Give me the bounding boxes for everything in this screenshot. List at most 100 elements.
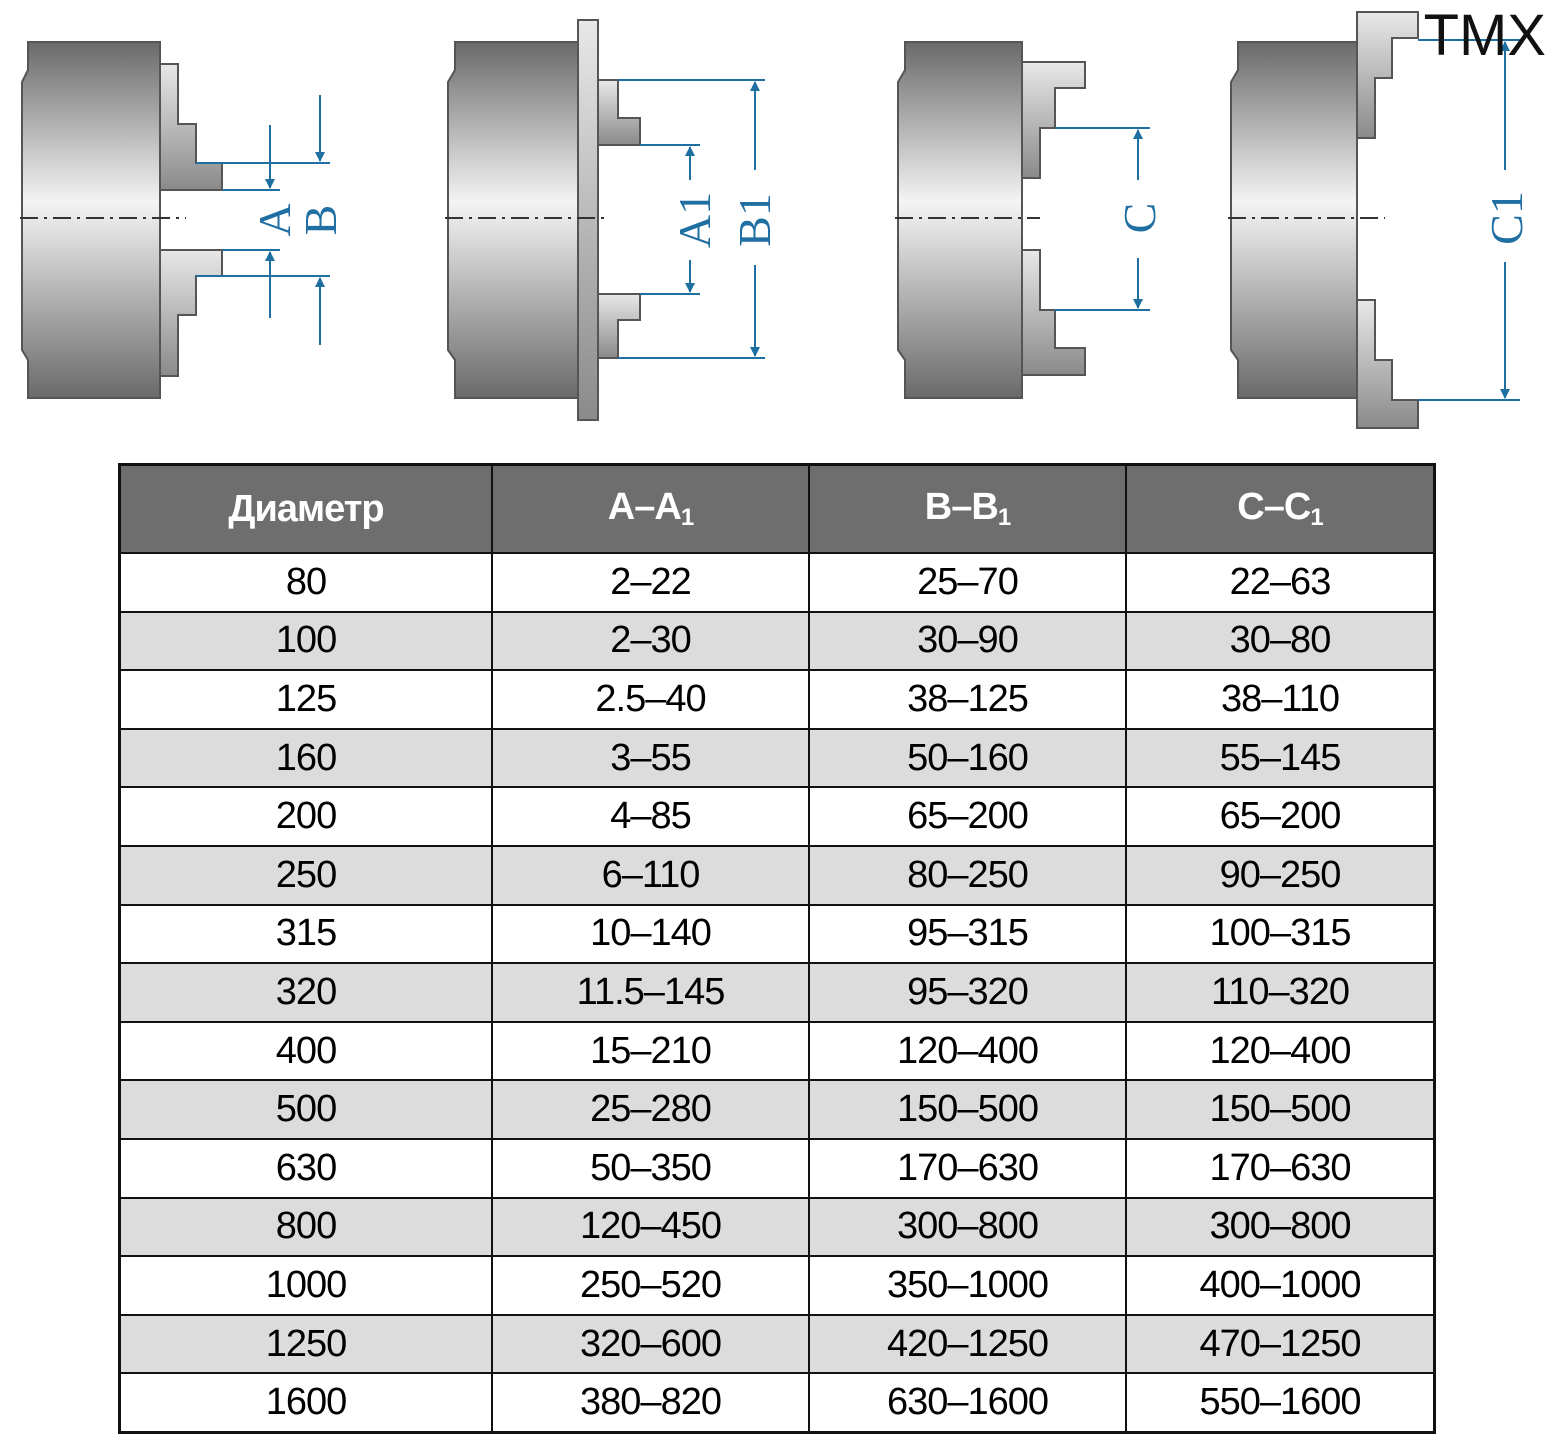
table-cell: 420–1250: [808, 1313, 1127, 1375]
table-cell: 55–145: [1125, 727, 1436, 789]
column-header-subscript: 1: [680, 504, 694, 531]
column-header-label: B–B: [924, 486, 999, 528]
diagram-c1: [1228, 11, 1520, 429]
table-cell: 120–450: [491, 1196, 810, 1258]
table-cell: 95–320: [808, 962, 1127, 1023]
table-cell: 100–315: [1125, 903, 1436, 965]
table-cell: 65–200: [1125, 786, 1436, 847]
table-header-row: Диаметр A–A1 B–B1 C–C1: [118, 463, 1436, 554]
table-cell: 125: [118, 669, 493, 730]
table-row: 630 50–350 170–630 170–630: [118, 1137, 1436, 1199]
column-header: B–B1: [808, 463, 1127, 554]
table-cell: 315: [118, 903, 493, 965]
table-row: 80 2–22 25–70 22–63: [118, 552, 1436, 613]
table-row: 250 6–110 80–250 90–250: [118, 844, 1436, 906]
dimensions-table: Диаметр A–A1 B–B1 C–C1 80 2–22 25–70 22–63 100 2…: [118, 463, 1436, 1434]
table-cell: 90–250: [1125, 844, 1436, 906]
column-header-subscript: 1: [997, 504, 1011, 531]
dim-label-c1: C1: [1481, 191, 1532, 245]
table-cell: 800: [118, 1196, 493, 1258]
table-row: 800 120–450 300–800 300–800: [118, 1196, 1436, 1258]
dim-label-b: B: [295, 205, 346, 236]
table-row: 500 25–280 150–500 150–500: [118, 1079, 1436, 1140]
table-cell: 550–1600: [1125, 1372, 1436, 1434]
dim-label-a: A: [249, 203, 300, 236]
table-row: 1250 320–600 420–1250 470–1250: [118, 1313, 1436, 1375]
column-header-subscript: 1: [1310, 504, 1323, 531]
table-cell: 95–315: [808, 903, 1127, 965]
table-cell: 15–210: [491, 1020, 810, 1082]
table-row: 1000 250–520 350–1000 400–1000: [118, 1255, 1436, 1316]
table-cell: 30–90: [808, 610, 1127, 672]
table-cell: 1000: [118, 1255, 493, 1316]
table-cell: 470–1250: [1125, 1313, 1436, 1375]
table-cell: 3–55: [491, 727, 810, 789]
table-cell: 38–125: [808, 669, 1127, 730]
column-header-label: C–C: [1237, 486, 1311, 528]
table-row: 320 11.5–145 95–320 110–320: [118, 962, 1436, 1023]
table-cell: 300–800: [808, 1196, 1127, 1258]
table-row: 125 2.5–40 38–125 38–110: [118, 669, 1436, 730]
table-cell: 1250: [118, 1313, 493, 1375]
dim-label-c: C: [1114, 203, 1165, 234]
table-cell: 170–630: [808, 1137, 1127, 1199]
watermark: TMX: [1423, 3, 1546, 68]
table-cell: 22–63: [1125, 552, 1436, 613]
table-cell: 630: [118, 1137, 493, 1199]
table-cell: 170–630: [1125, 1137, 1436, 1199]
diagram-a1-b1: [445, 19, 765, 421]
diagram-c: [895, 41, 1150, 399]
dim-label-a1: A1: [669, 192, 720, 248]
table-cell: 320–600: [491, 1313, 810, 1375]
table-cell: 150–500: [808, 1079, 1127, 1140]
column-header: A–A1: [491, 463, 810, 554]
table-cell: 50–350: [491, 1137, 810, 1199]
table-cell: 11.5–145: [491, 962, 810, 1023]
table-row: 315 10–140 95–315 100–315: [118, 903, 1436, 965]
column-header-label: Диаметр: [228, 487, 384, 530]
table-row: 1600 380–820 630–1600 550–1600: [118, 1372, 1436, 1434]
chuck-jaw-diagrams: A B A1 B1 C C1: [20, 11, 1532, 429]
column-header: C–C1: [1125, 463, 1436, 554]
table-cell: 160: [118, 727, 493, 789]
table-cell: 80: [118, 552, 493, 613]
table-cell: 6–110: [491, 844, 810, 906]
table-cell: 30–80: [1125, 610, 1436, 672]
table-cell: 400: [118, 1020, 493, 1082]
table-cell: 4–85: [491, 786, 810, 847]
table-cell: 630–1600: [808, 1372, 1127, 1434]
table-cell: 2–22: [491, 552, 810, 613]
table-cell: 10–140: [491, 903, 810, 965]
table-cell: 110–320: [1125, 962, 1436, 1023]
table-cell: 120–400: [808, 1020, 1127, 1082]
column-header: Диаметр: [118, 463, 493, 554]
table-row: 160 3–55 50–160 55–145: [118, 727, 1436, 789]
table-cell: 300–800: [1125, 1196, 1436, 1258]
table-cell: 350–1000: [808, 1255, 1127, 1316]
table-cell: 80–250: [808, 844, 1127, 906]
column-header-label: A–A: [607, 486, 682, 528]
table-cell: 25–280: [491, 1079, 810, 1140]
table-cell: 500: [118, 1079, 493, 1140]
table-row: 200 4–85 65–200 65–200: [118, 786, 1436, 847]
table-cell: 250–520: [491, 1255, 810, 1316]
table-cell: 100: [118, 610, 493, 672]
table-cell: 65–200: [808, 786, 1127, 847]
table-cell: 200: [118, 786, 493, 847]
table-cell: 25–70: [808, 552, 1127, 613]
dim-label-b1: B1: [729, 193, 780, 247]
diagram-a-b: [20, 41, 330, 399]
table-row: 400 15–210 120–400 120–400: [118, 1020, 1436, 1082]
table-cell: 38–110: [1125, 669, 1436, 730]
table-cell: 250: [118, 844, 493, 906]
table-cell: 1600: [118, 1372, 493, 1434]
table-cell: 2.5–40: [491, 669, 810, 730]
table-cell: 320: [118, 962, 493, 1023]
table-cell: 50–160: [808, 727, 1127, 789]
table-cell: 150–500: [1125, 1079, 1436, 1140]
table-cell: 2–30: [491, 610, 810, 672]
table-cell: 400–1000: [1125, 1255, 1436, 1316]
table-cell: 120–400: [1125, 1020, 1436, 1082]
table-row: 100 2–30 30–90 30–80: [118, 610, 1436, 672]
table-cell: 380–820: [491, 1372, 810, 1434]
